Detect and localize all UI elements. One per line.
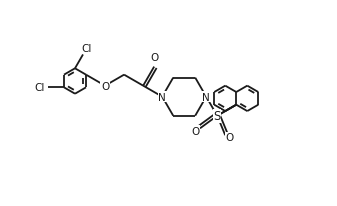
Text: N: N — [158, 92, 166, 102]
Text: O: O — [101, 81, 109, 91]
Text: S: S — [214, 110, 221, 123]
Text: N: N — [202, 92, 210, 102]
Text: O: O — [192, 126, 200, 136]
Text: O: O — [150, 52, 158, 62]
Text: Cl: Cl — [81, 44, 92, 54]
Text: Cl: Cl — [35, 83, 45, 93]
Text: O: O — [226, 133, 234, 143]
